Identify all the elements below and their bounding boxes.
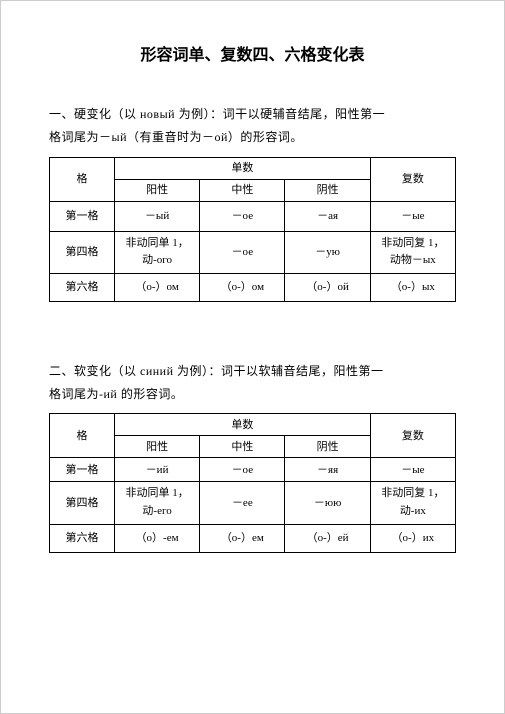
cell-value: －ая — [285, 201, 370, 231]
cell-value: －ий — [114, 458, 199, 482]
header-masc: 阳性 — [114, 179, 199, 201]
cell-line: 非动同单 1， — [125, 487, 188, 499]
cell-line: 非动同复 1， — [381, 237, 444, 249]
section1-desc-line1: 一、硬变化（以 новый 为例）：词干以硬辅音结尾，阳性第一 — [49, 107, 385, 121]
page-title: 形容词单、复数四、六格变化表 — [49, 41, 456, 65]
cell-value: （о-）ой — [285, 273, 370, 301]
header-masc: 阳性 — [114, 436, 199, 458]
section-spacer — [49, 302, 456, 360]
table-row: 第六格 （о）-ем （о-）ем （о-）ей （о-）их — [50, 524, 456, 552]
cell-value: （о）-ем — [114, 524, 199, 552]
table-row: 第四格 非动同单 1， 动-его －ее －юю 非动同复 1， 动-их — [50, 482, 456, 524]
table-row: 格 单数 复数 — [50, 414, 456, 436]
document-page: 形容词单、复数四、六格变化表 一、硬变化（以 новый 为例）：词干以硬辅音结… — [0, 0, 505, 714]
section2-table: 格 单数 复数 阳性 中性 阴性 第一格 －ий －ое －яя －ые 第四格… — [49, 413, 456, 552]
section1-description: 一、硬变化（以 новый 为例）：词干以硬辅音结尾，阳性第一 格词尾为－ый（… — [49, 103, 456, 149]
cell-value: －ые — [370, 201, 455, 231]
header-neut: 中性 — [200, 179, 285, 201]
section1-table: 格 单数 复数 阳性 中性 阴性 第一格 －ый －ое －ая －ые 第四格… — [49, 157, 456, 302]
cell-value: （о-）ем — [200, 524, 285, 552]
cell-line: 动-его — [142, 505, 171, 517]
section2-desc-line2: 格词尾为-ий 的形容词。 — [49, 387, 183, 401]
cell-value: （о-）их — [370, 524, 455, 552]
section2-desc-line1: 二、软变化（以 синий 为例）：词干以软辅音结尾，阳性第一 — [49, 364, 384, 378]
header-fem: 阴性 — [285, 179, 370, 201]
cell-case-label: 第四格 — [50, 482, 115, 524]
header-neut: 中性 — [200, 436, 285, 458]
cell-value: －ое — [200, 458, 285, 482]
cell-line: 动-их — [400, 505, 426, 517]
cell-value: 非动同单 1， 动-его — [114, 482, 199, 524]
cell-value: （о-）ых — [370, 273, 455, 301]
header-singular: 单数 — [114, 414, 370, 436]
header-plural: 复数 — [370, 414, 455, 458]
header-case: 格 — [50, 414, 115, 458]
header-case: 格 — [50, 157, 115, 201]
cell-line: 非动同单 1， — [125, 237, 188, 249]
table-row: 第一格 －ый －ое －ая －ые — [50, 201, 456, 231]
table-row: 格 单数 复数 — [50, 157, 456, 179]
header-plural: 复数 — [370, 157, 455, 201]
cell-value: －яя — [285, 458, 370, 482]
cell-value: （о-）ом — [200, 273, 285, 301]
cell-line: 动物－ых — [390, 254, 436, 266]
cell-value: （о-）ом — [114, 273, 199, 301]
section1-desc-line2: 格词尾为－ый（有重音时为－ой）的形容词。 — [49, 130, 303, 144]
cell-value: －ое — [200, 231, 285, 273]
cell-case-label: 第一格 — [50, 458, 115, 482]
cell-line: 动-ого — [142, 254, 172, 266]
table-row: 第四格 非动同单 1， 动-ого －ое －ую 非动同复 1， 动物－ых — [50, 231, 456, 273]
header-singular: 单数 — [114, 157, 370, 179]
cell-case-label: 第六格 — [50, 524, 115, 552]
cell-value: 非动同复 1， 动物－ых — [370, 231, 455, 273]
table-row: 第六格 （о-）ом （о-）ом （о-）ой （о-）ых — [50, 273, 456, 301]
cell-case-label: 第六格 — [50, 273, 115, 301]
cell-case-label: 第一格 — [50, 201, 115, 231]
cell-value: （о-）ей — [285, 524, 370, 552]
header-fem: 阴性 — [285, 436, 370, 458]
cell-value: －ые — [370, 458, 455, 482]
cell-value: －ую — [285, 231, 370, 273]
cell-value: －ый — [114, 201, 199, 231]
table-row: 第一格 －ий －ое －яя －ые — [50, 458, 456, 482]
cell-value: －ее — [200, 482, 285, 524]
cell-case-label: 第四格 — [50, 231, 115, 273]
cell-line: 非动同复 1， — [381, 487, 444, 499]
section2-description: 二、软变化（以 синий 为例）：词干以软辅音结尾，阳性第一 格词尾为-ий … — [49, 360, 456, 406]
cell-value: －юю — [285, 482, 370, 524]
cell-value: 非动同单 1， 动-ого — [114, 231, 199, 273]
cell-value: 非动同复 1， 动-их — [370, 482, 455, 524]
cell-value: －ое — [200, 201, 285, 231]
